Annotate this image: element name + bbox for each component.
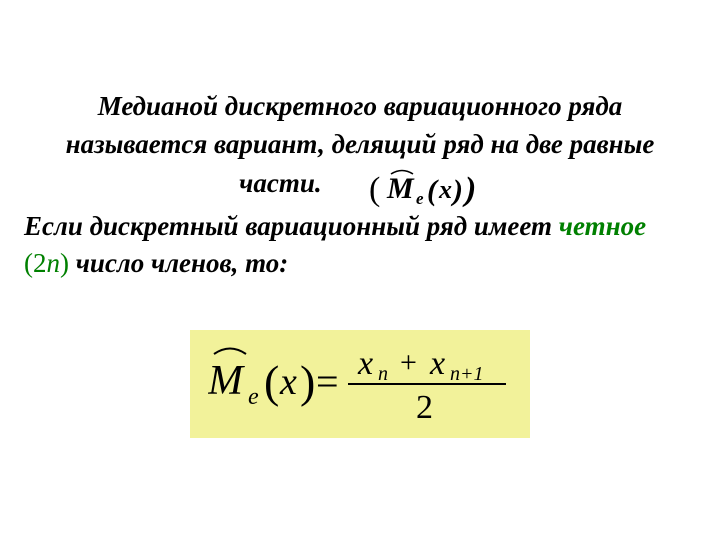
num-x1-sub: n [378, 363, 388, 385]
symbol-M: M [386, 172, 415, 205]
lhs-x: x [279, 361, 297, 403]
even-line-1: Если дискретный вариационный ряд имеет ч… [20, 210, 700, 244]
num-plus: + [400, 346, 417, 379]
paren-close-green: ) [60, 248, 69, 278]
paren-open-green: ( [24, 248, 33, 278]
lhs-M: M [208, 358, 245, 404]
inner-paren-open: ( [427, 174, 439, 207]
two-n: 2n [33, 248, 60, 278]
lhs-paren-open: ( [264, 356, 279, 407]
num-x2: x [429, 345, 445, 382]
definition-line-3: части. ( M e ( x ) ) [20, 166, 700, 206]
num-x1: x [357, 345, 373, 382]
num-x2-sub: n+1 [450, 363, 484, 385]
formula-area: M e ( x ) = x n + x n+1 2 [0, 330, 720, 443]
paren-close: ) [462, 171, 476, 208]
hat-arc-icon [214, 349, 246, 355]
definition-parts-word: части. [239, 168, 321, 198]
even-line-1-text: Если дискретный вариационный ряд имеет [24, 211, 559, 241]
symbol-x: x [438, 175, 452, 204]
paren-open: ( [369, 171, 380, 208]
median-notation-inline: ( M e ( x ) ) [369, 168, 481, 208]
even-line-2-rest: число членов, то: [69, 248, 288, 278]
equals-sign: = [316, 359, 339, 404]
subscript-e: e [416, 189, 424, 208]
median-formula: M e ( x ) = x n + x n+1 2 [208, 340, 508, 424]
even-word: четное [559, 211, 646, 241]
definition-line-2: называется вариант, делящий ряд на две р… [20, 128, 700, 162]
den-2: 2 [416, 389, 433, 424]
lhs-e: e [248, 384, 259, 410]
even-line-2: (2n) число членов, то: [20, 247, 700, 281]
definition-line-1: Медианой дискретного вариационного ряда [20, 90, 700, 124]
lhs-paren-close: ) [300, 356, 315, 407]
slide: Медианой дискретного вариационного ряда … [0, 0, 720, 540]
formula-box: M e ( x ) = x n + x n+1 2 [190, 330, 530, 438]
